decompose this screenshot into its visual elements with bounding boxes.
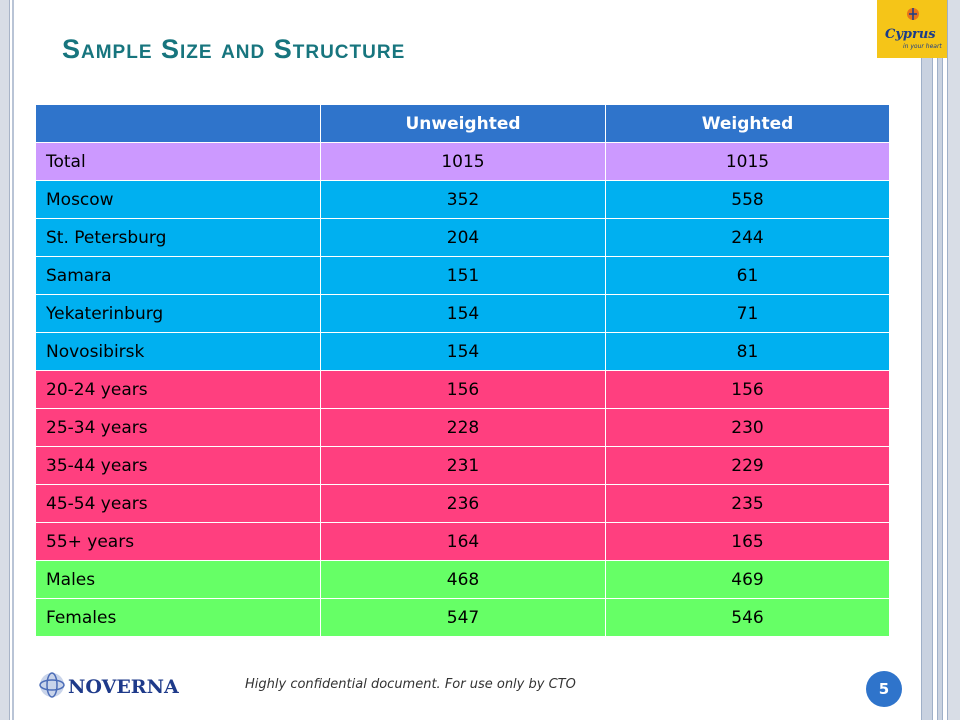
weighted-value: 81 <box>605 332 890 371</box>
unweighted-value: 154 <box>320 332 606 371</box>
row-label: St. Petersburg <box>35 218 321 257</box>
table-row: 25-34 years 228 230 <box>35 408 890 447</box>
row-label: 35-44 years <box>35 446 321 485</box>
unweighted-value: 1015 <box>320 142 606 181</box>
table-row: Yekaterinburg 154 71 <box>35 294 890 333</box>
row-label: Moscow <box>35 180 321 219</box>
table-row: Total 1015 1015 <box>35 142 890 181</box>
page-number-badge: 5 <box>866 671 902 707</box>
weighted-value: 61 <box>605 256 890 295</box>
table-row: 20-24 years 156 156 <box>35 370 890 409</box>
row-label: Females <box>35 598 321 637</box>
unweighted-value: 547 <box>320 598 606 637</box>
weighted-value: 244 <box>605 218 890 257</box>
row-label: Males <box>35 560 321 599</box>
weighted-value: 165 <box>605 522 890 561</box>
row-label: 45-54 years <box>35 484 321 523</box>
table-row: St. Petersburg 204 244 <box>35 218 890 257</box>
row-label: Yekaterinburg <box>35 294 321 333</box>
table-row: 45-54 years 236 235 <box>35 484 890 523</box>
row-label: 20-24 years <box>35 370 321 409</box>
table-row: 55+ years 164 165 <box>35 522 890 561</box>
left-border-line <box>12 0 14 720</box>
unweighted-value: 231 <box>320 446 606 485</box>
unweighted-value: 156 <box>320 370 606 409</box>
table-header-row: Unweighted Weighted <box>35 104 890 143</box>
unweighted-value: 228 <box>320 408 606 447</box>
cyprus-logo-tagline: in your heart <box>903 43 942 50</box>
weighted-value: 71 <box>605 294 890 333</box>
weighted-value: 229 <box>605 446 890 485</box>
table-row: Males 468 469 <box>35 560 890 599</box>
unweighted-value: 151 <box>320 256 606 295</box>
header-cell-unweighted: Unweighted <box>320 104 606 143</box>
noverna-logo: NOVERNA <box>36 663 186 707</box>
right-border-bar-3 <box>947 0 960 720</box>
cyprus-logo: Cyprus in your heart <box>877 0 947 58</box>
right-border-bar-2 <box>937 0 943 720</box>
weighted-value: 546 <box>605 598 890 637</box>
unweighted-value: 164 <box>320 522 606 561</box>
table-body: Total 1015 1015 Moscow 352 558 St. Petersburg 2… <box>35 142 890 637</box>
table-row: 35-44 years 231 229 <box>35 446 890 485</box>
weighted-value: 1015 <box>605 142 890 181</box>
confidential-note: Highly confidential document. For use on… <box>245 677 576 692</box>
slide-title: Sample Size and Structure <box>62 34 406 64</box>
row-label: Total <box>35 142 321 181</box>
header-cell-weighted: Weighted <box>605 104 890 143</box>
left-border-decoration <box>0 0 10 720</box>
unweighted-value: 352 <box>320 180 606 219</box>
right-border-bar-1 <box>921 0 933 720</box>
table-row: Novosibirsk 154 81 <box>35 332 890 371</box>
cyprus-logo-text: Cyprus <box>885 27 936 42</box>
weighted-value: 230 <box>605 408 890 447</box>
unweighted-value: 236 <box>320 484 606 523</box>
header-cell-label <box>35 104 321 143</box>
unweighted-value: 154 <box>320 294 606 333</box>
unweighted-value: 468 <box>320 560 606 599</box>
noverna-logo-text: NOVERNA <box>68 676 179 698</box>
weighted-value: 156 <box>605 370 890 409</box>
row-label: 25-34 years <box>35 408 321 447</box>
table-row: Moscow 352 558 <box>35 180 890 219</box>
row-label: Samara <box>35 256 321 295</box>
table-row: Samara 151 61 <box>35 256 890 295</box>
weighted-value: 469 <box>605 560 890 599</box>
table-row: Females 547 546 <box>35 598 890 637</box>
row-label: Novosibirsk <box>35 332 321 371</box>
weighted-value: 558 <box>605 180 890 219</box>
sample-table: Unweighted Weighted Total 1015 1015 Moscow 3… <box>35 104 890 637</box>
weighted-value: 235 <box>605 484 890 523</box>
row-label: 55+ years <box>35 522 321 561</box>
unweighted-value: 204 <box>320 218 606 257</box>
